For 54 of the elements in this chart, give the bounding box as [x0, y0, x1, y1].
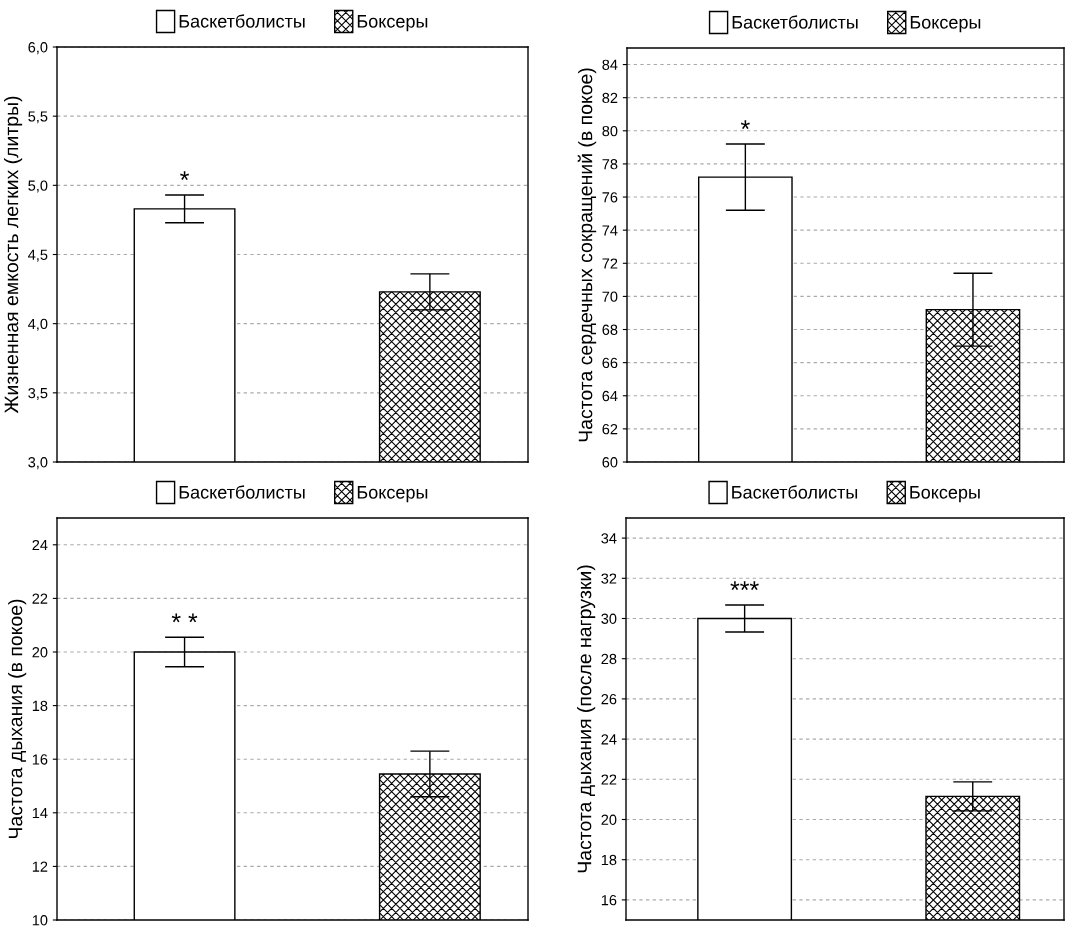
annotation: * *	[171, 613, 198, 623]
y-tick-label: 32	[601, 573, 617, 584]
y-tick-label: 72	[602, 258, 618, 269]
legend-label: Баскетболисты	[179, 485, 305, 499]
y-tick-label: 62	[602, 423, 618, 435]
legend-label: Баскетболисты	[732, 15, 858, 29]
y-tick-label: 80	[602, 125, 618, 137]
y-tick-label: 74	[602, 225, 618, 236]
annotation: *	[740, 120, 750, 130]
legend-label: Боксеры	[357, 15, 428, 32]
legend-label: Баскетболисты	[179, 14, 305, 28]
y-tick-label: 76	[602, 192, 618, 203]
y-tick-label: 78	[602, 159, 618, 170]
y-tick-label: 10	[32, 915, 48, 926]
legend-label: Боксеры	[910, 16, 981, 33]
y-tick-label: 24	[601, 734, 617, 745]
y-tick-label: 30	[601, 613, 617, 624]
y-tick-label: 34	[601, 533, 617, 544]
y-tick-label: 4,0	[28, 318, 48, 331]
y-tick-label: 4,5	[28, 249, 48, 262]
legend-label: Боксеры	[910, 486, 980, 503]
y-tick-label: 26	[601, 694, 617, 705]
y-tick-label: 5,5	[28, 111, 48, 124]
y-axis-title: Частота дыхания (после нагрузки)	[577, 565, 596, 873]
y-tick-label: 66	[602, 357, 618, 369]
y-tick-label: 18	[601, 854, 617, 866]
y-tick-label: 60	[602, 457, 618, 468]
y-tick-label: 82	[602, 92, 618, 104]
y-axis-title: Частота дыхания (в покое)	[8, 599, 27, 838]
y-tick-label: 22	[601, 774, 617, 785]
y-tick-label: 6,0	[28, 42, 48, 55]
y-tick-label: 68	[602, 324, 618, 335]
y-axis-title: Частота сердечных сокращений (в покое)	[577, 68, 597, 442]
y-tick-label: 84	[602, 59, 618, 70]
y-tick-label: 16	[32, 754, 48, 765]
annotation: *	[180, 171, 190, 181]
y-tick-label: 64	[602, 390, 618, 402]
y-axis-title: Жизненная емкость легких (литры)	[4, 96, 23, 414]
y-tick-label: 18	[32, 700, 48, 712]
legend-label: Баскетболисты	[732, 485, 858, 499]
y-tick-label: 3,0	[28, 457, 48, 470]
y-tick-label: 22	[32, 593, 48, 604]
y-tick-label: 28	[601, 653, 617, 665]
y-tick-label: 20	[601, 814, 617, 825]
y-tick-label: 5,0	[28, 180, 48, 193]
y-tick-label: 12	[32, 861, 48, 872]
y-tick-label: 16	[601, 895, 617, 906]
y-tick-label: 70	[602, 291, 618, 302]
annotation: ***	[730, 581, 759, 591]
y-tick-label: 20	[32, 647, 48, 658]
y-tick-label: 3,5	[28, 387, 48, 400]
y-tick-label: 14	[32, 808, 48, 819]
legend-label: Боксеры	[357, 486, 428, 503]
y-tick-label: 24	[32, 539, 48, 551]
